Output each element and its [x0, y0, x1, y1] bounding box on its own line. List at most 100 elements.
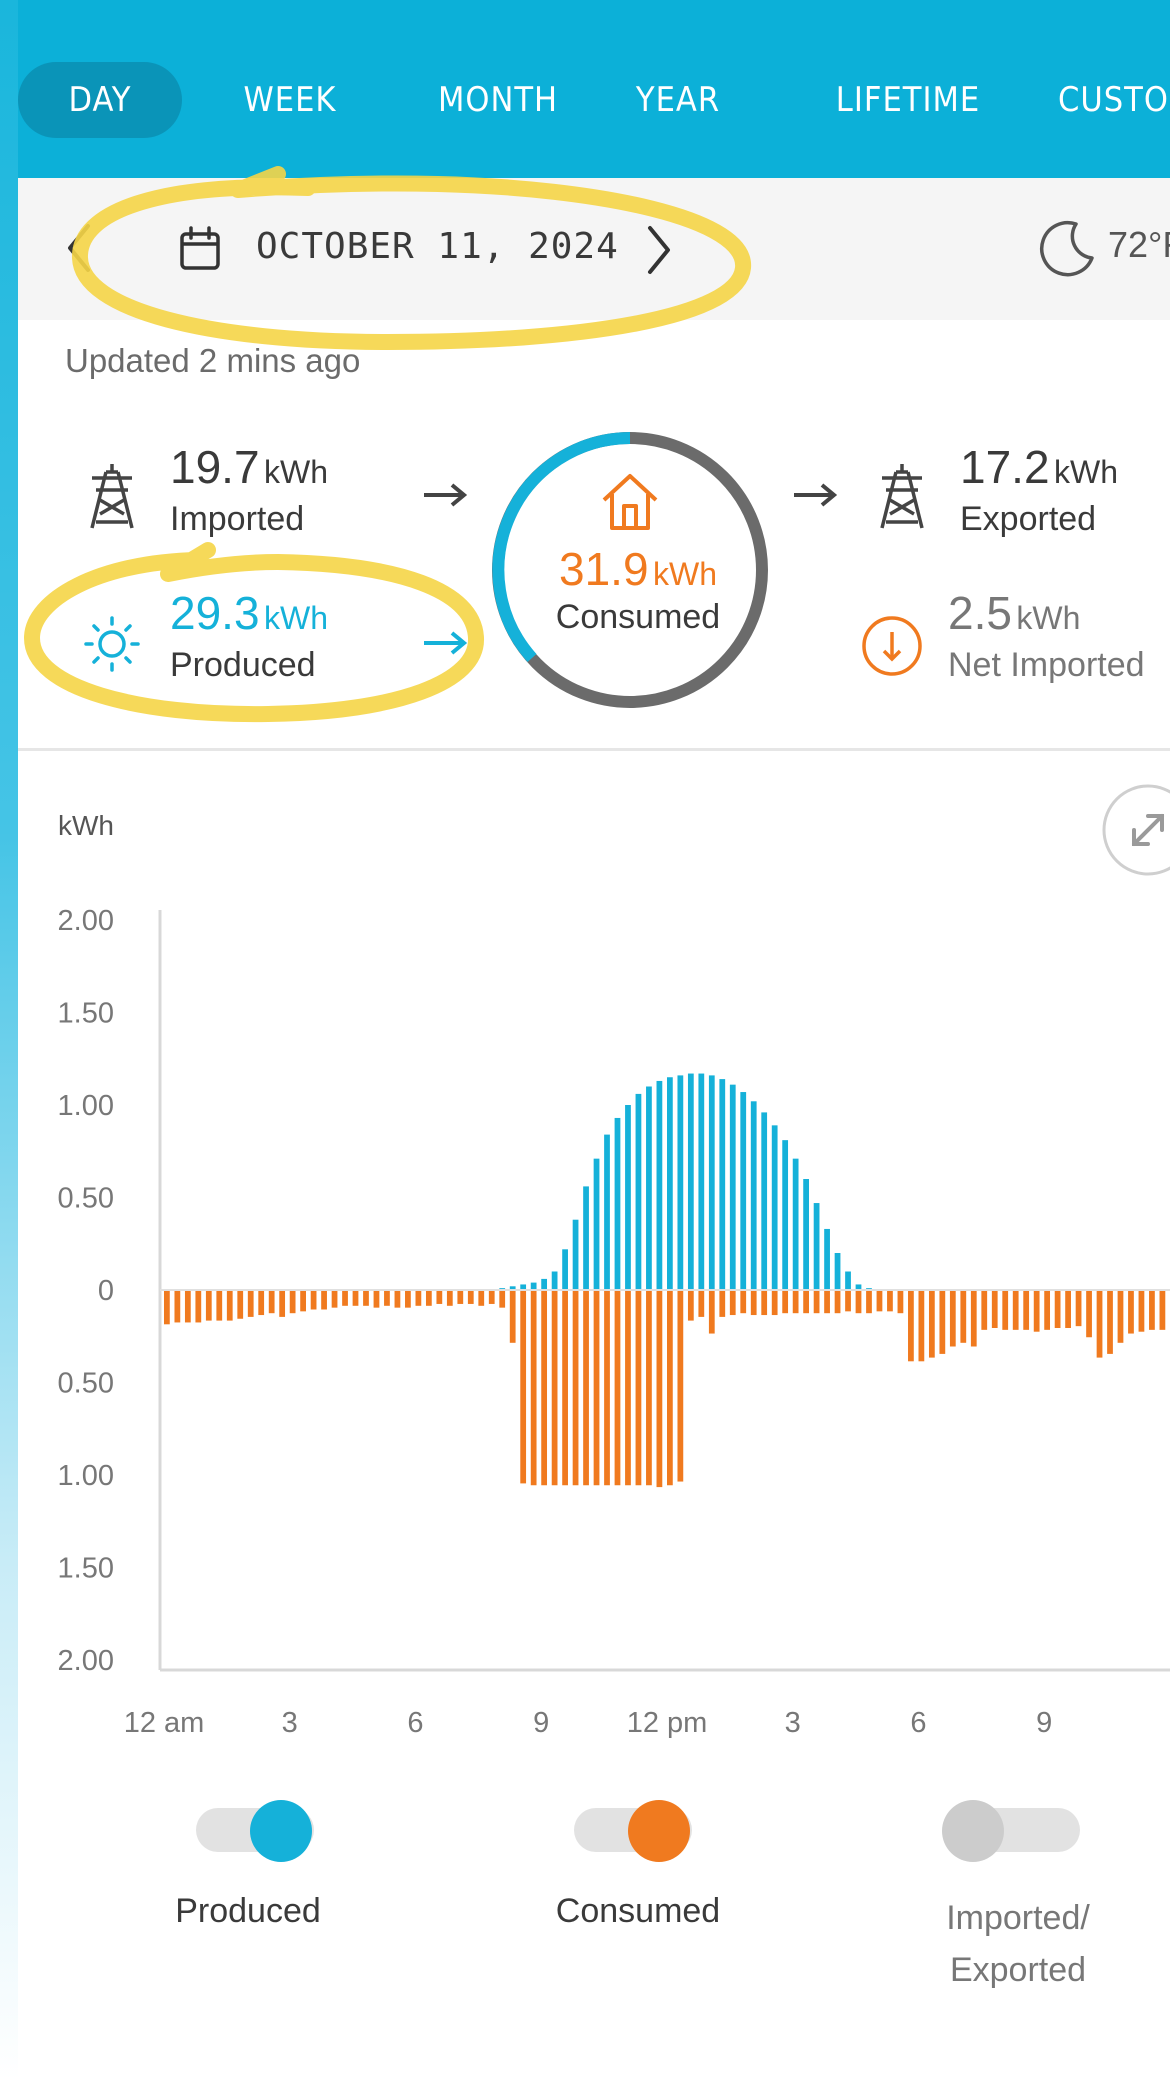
consumed-bar [551, 1291, 558, 1486]
produced-bar [782, 1140, 789, 1290]
consumed-bar [289, 1291, 296, 1314]
energy-chart: 2.00 1.50 1.00 0.50 0 0.50 1.00 1.50 2.00 12 am 3 6… [58, 905, 1170, 1739]
imported-exported-toggle-knob[interactable] [942, 1800, 1004, 1862]
weather-temperature: 72°F [1108, 224, 1170, 265]
consumed-bar [1023, 1291, 1030, 1330]
produced-bar [551, 1271, 558, 1290]
produced-value: 29.3 [170, 587, 260, 639]
consumed-bar [310, 1291, 317, 1310]
produced-bar [824, 1228, 830, 1290]
last-updated-text: Updated 2 mins ago [65, 342, 361, 379]
legend-produced-label: Produced [175, 1892, 321, 1930]
consumed-bar [667, 1291, 673, 1486]
consumed-bar [1044, 1291, 1051, 1330]
consumed-bar [1086, 1291, 1092, 1338]
expand-icon[interactable] [1100, 782, 1170, 878]
consumed-bar [520, 1291, 527, 1484]
tab-custom[interactable]: CUSTOM [1058, 80, 1170, 120]
tab-lifetime[interactable]: LIFETIME [835, 80, 981, 120]
imported-stat: 19.7 kWh [170, 440, 328, 494]
consumed-bar [677, 1291, 684, 1482]
consumed-bar [1096, 1291, 1103, 1358]
produced-bar [803, 1179, 809, 1290]
consumed-bar [279, 1291, 286, 1317]
legend-imported-exported-label: Imported/ Exported [946, 1899, 1090, 1989]
consumed-bar [593, 1291, 600, 1486]
consumed-bar [708, 1291, 715, 1334]
tab-week[interactable]: WEEK [243, 80, 337, 120]
consumed-bar [792, 1291, 799, 1314]
produced-bar [530, 1282, 537, 1290]
tab-month[interactable]: MONTH [437, 80, 559, 120]
y-tick-label: 2.00 [58, 1645, 114, 1677]
legend-consumed-label: Consumed [555, 1892, 721, 1930]
consumed-bar [394, 1291, 401, 1308]
arrow-down-circle-icon [862, 616, 922, 676]
tab-year[interactable]: YEAR [635, 80, 721, 120]
consumed-bar [530, 1291, 537, 1486]
consumed-bar [258, 1291, 265, 1316]
consumed-label: Consumed [555, 598, 721, 636]
imported-unit: kWh [263, 454, 328, 490]
x-tick-label: 9 [1036, 1707, 1052, 1739]
consumed-bar [876, 1291, 883, 1312]
consumed-bar [436, 1291, 443, 1304]
consumed-toggle-knob[interactable] [628, 1800, 690, 1862]
y-tick-label: 1.00 [58, 1460, 114, 1492]
consumed-bar [1012, 1291, 1019, 1330]
consumed-bar [572, 1291, 579, 1486]
produced-bar [719, 1079, 726, 1290]
consumed-bar [195, 1291, 202, 1323]
produced-bar [646, 1086, 652, 1290]
chevron-right-icon[interactable] [644, 222, 674, 278]
arrow-right-icon-2 [794, 483, 838, 507]
produced-bar [625, 1105, 631, 1290]
produced-bar [541, 1278, 548, 1290]
imported-label: Imported [170, 500, 305, 538]
consumed-value: 31.9 [559, 543, 649, 595]
moon-icon [1040, 220, 1094, 277]
selected-date[interactable]: OCTOBER 11, 2024 [256, 226, 619, 267]
consumed-bar [541, 1291, 548, 1486]
tab-day[interactable]: DAY [18, 62, 182, 138]
exported-value: 17.2 [960, 441, 1050, 493]
consumed-bar [247, 1291, 254, 1317]
consumed-bar [750, 1291, 757, 1316]
produced-bar [562, 1249, 568, 1290]
period-tab-bar: DAY WEEK MONTH YEAR LIFETIME CUSTOM [18, 0, 1170, 178]
consumption-ring [492, 432, 768, 708]
produced-bar [583, 1186, 589, 1290]
consumed-bar [803, 1291, 809, 1314]
produced-bar [604, 1134, 610, 1290]
produced-bar [667, 1077, 673, 1290]
x-tick-label: 9 [533, 1707, 549, 1739]
consumed-bar [928, 1291, 935, 1358]
consumed-bar [866, 1291, 872, 1314]
consumed-bar [1159, 1291, 1166, 1330]
produced-bar [761, 1112, 768, 1290]
consumed-bar [824, 1291, 830, 1314]
x-tick-label: 12 am [124, 1707, 205, 1739]
consumed-bar [625, 1291, 631, 1486]
consumed-stat: 31.9 kWh [538, 542, 738, 596]
consumed-bar [342, 1291, 348, 1306]
y-tick-label: 0 [98, 1275, 114, 1307]
produced-label: Produced [170, 646, 316, 684]
calendar-icon[interactable] [178, 226, 222, 272]
net-label: Net Imported [948, 646, 1145, 684]
produced-bar [593, 1158, 600, 1290]
consumed-bar [897, 1291, 904, 1314]
consumed-bar [845, 1291, 851, 1312]
section-divider [18, 748, 1170, 751]
consumed-bar [352, 1291, 359, 1306]
x-tick-label: 6 [910, 1707, 926, 1739]
consumed-bar [488, 1291, 495, 1304]
produced-toggle-knob[interactable] [250, 1800, 312, 1862]
consumed-bar [635, 1291, 642, 1486]
chevron-left-icon[interactable] [64, 220, 94, 276]
consumed-bar [583, 1291, 589, 1486]
consumed-bar [740, 1291, 747, 1314]
consumed-bar [321, 1291, 327, 1310]
consumed-bar [1138, 1291, 1145, 1332]
consumed-bar [1002, 1291, 1009, 1330]
